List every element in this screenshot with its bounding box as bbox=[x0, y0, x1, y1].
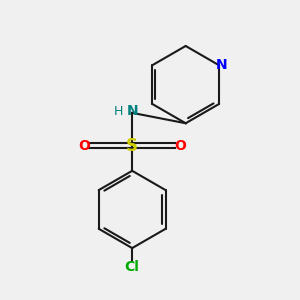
Text: H: H bbox=[114, 105, 124, 118]
Text: N: N bbox=[127, 104, 139, 118]
Text: O: O bbox=[78, 139, 90, 152]
Text: Cl: Cl bbox=[125, 260, 140, 274]
Text: O: O bbox=[175, 139, 187, 152]
Text: S: S bbox=[126, 136, 138, 154]
Text: N: N bbox=[216, 58, 227, 72]
